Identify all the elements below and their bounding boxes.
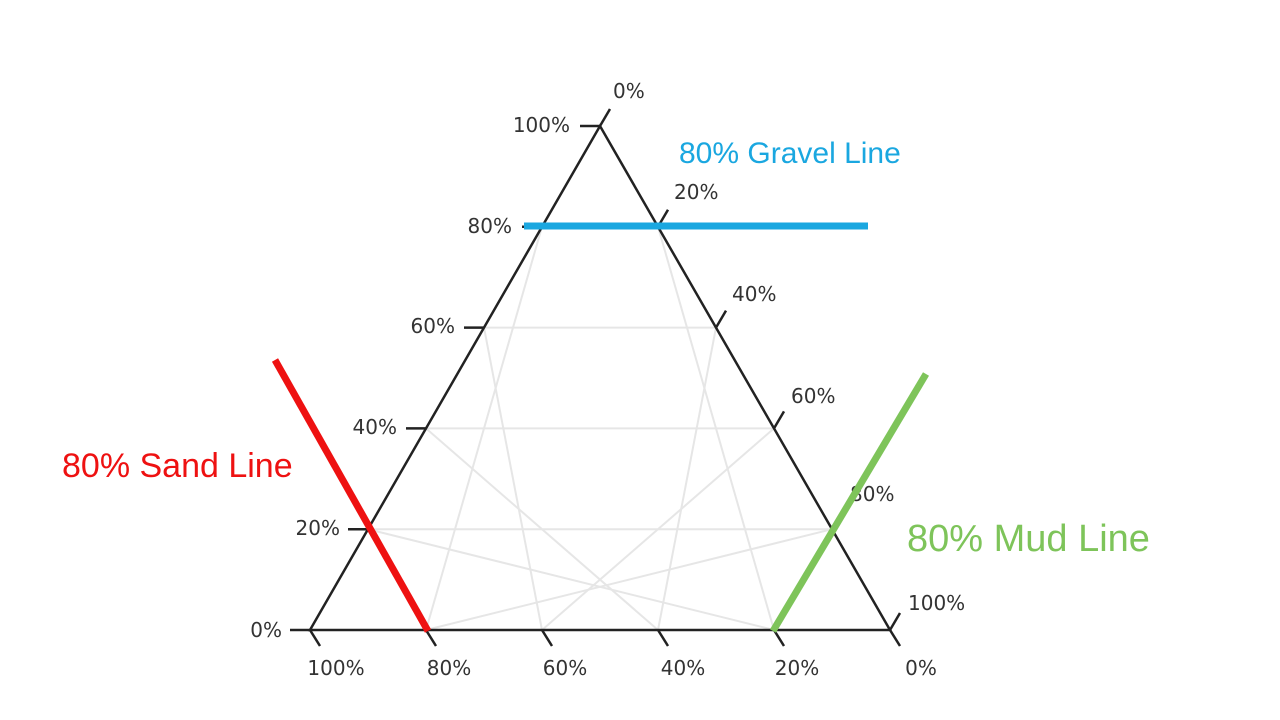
right-tick-100: 100% (908, 591, 965, 615)
bottom-tick-60: 60% (543, 656, 587, 680)
right-tick-40: 40% (732, 282, 776, 306)
mud-line-label: 80% Mud Line (907, 518, 1150, 560)
left-tick-40: 40% (353, 415, 397, 439)
grid-line-r (483, 327, 543, 631)
grid-lines (367, 225, 833, 631)
bottom-tick-mark (540, 629, 554, 647)
bottom-tick-mark (888, 629, 902, 647)
bottom-tick-100: 100% (307, 656, 364, 680)
grid-line-l (425, 528, 833, 631)
sand-line-label: 80% Sand Line (62, 447, 293, 485)
bottom-tick-mark (656, 629, 670, 647)
bottom-tick-20: 20% (775, 656, 819, 680)
grid-line-r (425, 427, 659, 631)
bottom-tick-40: 40% (661, 656, 705, 680)
left-tick-0: 0% (250, 618, 282, 642)
left-tick-80: 80% (468, 214, 512, 238)
gravel-line-label: 80% Gravel Line (679, 137, 901, 170)
right-tick-mark (598, 108, 612, 127)
right-tick-mark (772, 410, 786, 430)
left-tick-20: 20% (296, 516, 340, 540)
right-tick-mark (888, 612, 902, 631)
bottom-tick-80: 80% (427, 656, 471, 680)
left-tick-100: 100% (513, 113, 570, 137)
right-tick-20: 20% (674, 180, 718, 204)
triangle-frame (307, 123, 893, 632)
bottom-tick-mark (308, 629, 322, 647)
grid-line-l (541, 427, 775, 631)
bottom-tick-0: 0% (905, 656, 937, 680)
left-tick-60: 60% (411, 314, 455, 338)
bottom-tick-mark (424, 629, 438, 647)
right-tick-0: 0% (613, 79, 645, 103)
bottom-tick-mark (772, 629, 786, 647)
grid-line-l (657, 226, 775, 631)
sand-80-line (271, 358, 432, 633)
right-tick-mark (714, 309, 728, 329)
right-tick-60: 60% (791, 384, 835, 408)
mud-80-line (769, 372, 930, 633)
grid-line-l (657, 327, 717, 631)
grid-line-r (367, 528, 775, 631)
